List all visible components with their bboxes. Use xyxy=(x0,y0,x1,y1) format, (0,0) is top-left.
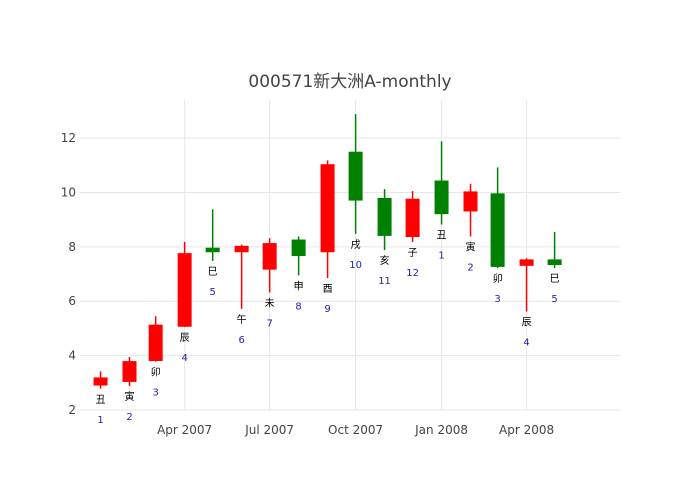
candle xyxy=(377,189,392,251)
candle xyxy=(463,183,478,237)
candle-zodiac-label: 午 xyxy=(237,313,247,326)
candle xyxy=(547,231,562,269)
candle-body xyxy=(434,180,449,215)
candle-month-label: 5 xyxy=(209,287,215,298)
candle-body xyxy=(122,361,137,382)
candle xyxy=(320,160,335,279)
candle-month-label: 6 xyxy=(238,335,244,346)
candle-month-label: 3 xyxy=(152,388,158,399)
candle xyxy=(405,191,420,242)
candle-month-label: 10 xyxy=(349,260,362,271)
candle-month-label: 2 xyxy=(126,412,132,423)
y-tick-label: 10 xyxy=(61,185,76,199)
candle-body xyxy=(463,191,478,212)
candle-month-label: 3 xyxy=(494,294,500,305)
candle-body xyxy=(234,245,249,253)
candle-month-label: 4 xyxy=(181,353,187,364)
candle-month-label: 1 xyxy=(438,251,444,262)
y-tick-label: 2 xyxy=(68,403,76,417)
candle-body xyxy=(519,259,534,266)
candle-body xyxy=(93,377,108,386)
candle xyxy=(234,244,249,309)
candle-body xyxy=(291,239,306,257)
candle-body xyxy=(205,247,220,253)
candles xyxy=(93,114,562,389)
candle-body xyxy=(262,243,277,270)
candle-body xyxy=(148,324,163,362)
y-axis-ticks: 2 4 6 8 10 12 xyxy=(61,131,76,417)
candle-month-label: 5 xyxy=(551,294,557,305)
candle-zodiac-label: 未 xyxy=(265,298,275,310)
x-tick-label: Jan 2008 xyxy=(414,423,468,437)
candle-zodiac-label: 子 xyxy=(408,247,418,259)
chart-title: 000571新大洲A-monthly xyxy=(248,72,451,92)
candle xyxy=(348,114,363,234)
candle-month-label: 4 xyxy=(523,338,529,349)
candle-month-label: 12 xyxy=(406,268,419,279)
y-tick-label: 4 xyxy=(68,349,76,363)
candle-month-label: 8 xyxy=(295,301,301,312)
candle-zodiac-label: 丑 xyxy=(437,231,447,242)
candle-zodiac-label: 寅 xyxy=(125,390,135,403)
candle-month-label: 11 xyxy=(378,276,391,287)
candle-zodiac-label: 卯 xyxy=(151,367,161,379)
x-tick-label: Apr 2008 xyxy=(499,423,554,437)
candle-body xyxy=(320,164,335,253)
candle-month-label: 2 xyxy=(467,263,473,274)
candle xyxy=(177,241,192,328)
y-tick-label: 6 xyxy=(68,294,76,308)
candle-body xyxy=(490,193,505,267)
candle xyxy=(148,316,163,362)
candle-zodiac-label: 巳 xyxy=(550,273,560,285)
candle xyxy=(262,238,277,293)
y-tick-label: 12 xyxy=(61,131,76,145)
y-tick-label: 8 xyxy=(68,240,76,254)
candle-zodiac-label: 丑 xyxy=(96,395,106,406)
candle-zodiac-label: 酉 xyxy=(323,284,333,295)
candle-zodiac-label: 亥 xyxy=(380,254,390,267)
candle-body xyxy=(348,151,363,201)
candle-zodiac-label: 辰 xyxy=(522,317,532,329)
candle-zodiac-label: 巳 xyxy=(208,266,218,278)
candle-annotations: 丑 1 寅 2 卯 3 辰 4 巳 5 午 6 未 7 申 8 酉 9 戌 10 亥 11 子 12 丑 1 寅 2 卯 3 辰 4 巳 5 xyxy=(96,231,560,426)
candle-body xyxy=(177,253,192,327)
candle-month-label: 7 xyxy=(266,319,272,330)
candle-body xyxy=(405,198,420,238)
candle xyxy=(205,209,220,261)
candle-body xyxy=(547,259,562,266)
candle-zodiac-label: 卯 xyxy=(493,273,503,285)
candle-zodiac-label: 辰 xyxy=(180,332,190,344)
candle-month-label: 1 xyxy=(97,415,103,426)
candle xyxy=(519,258,534,312)
candle-zodiac-label: 戌 xyxy=(351,238,361,251)
candle xyxy=(490,167,505,269)
candle-zodiac-label: 申 xyxy=(294,279,304,292)
candle xyxy=(93,371,108,389)
candle xyxy=(291,236,306,276)
candle-month-label: 9 xyxy=(324,304,330,315)
candle xyxy=(434,141,449,225)
x-tick-label: Apr 2007 xyxy=(157,423,212,437)
x-tick-label: Jul 2007 xyxy=(244,423,294,437)
x-axis-ticks: Apr 2007 Jul 2007 Oct 2007 Jan 2008 Apr 2008 xyxy=(157,423,554,437)
candle-zodiac-label: 寅 xyxy=(466,241,476,254)
candle-body xyxy=(377,197,392,236)
candle xyxy=(122,356,137,387)
x-tick-label: Oct 2007 xyxy=(328,423,383,437)
